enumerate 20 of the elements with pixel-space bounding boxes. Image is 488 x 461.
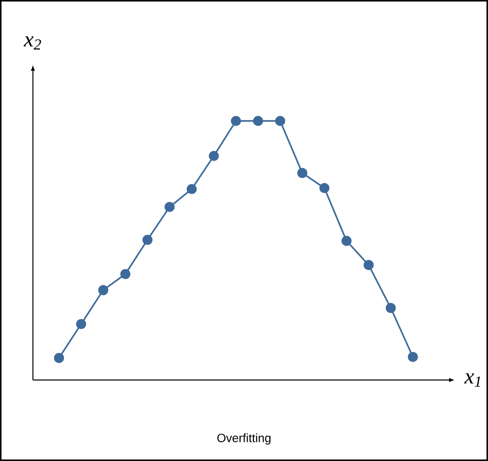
text: Overfitting <box>217 433 270 445</box>
point <box>275 116 286 126</box>
point <box>186 184 197 194</box>
point <box>76 318 86 330</box>
point <box>98 285 108 296</box>
point <box>319 182 330 194</box>
point <box>252 116 264 126</box>
point <box>408 352 418 362</box>
y-axis-title: x$_{2}$ <box>24 36 42 50</box>
point <box>208 150 219 162</box>
point <box>364 260 374 270</box>
point <box>341 236 352 246</box>
point <box>54 352 64 364</box>
point <box>386 302 396 314</box>
point <box>142 234 153 245</box>
x-axis-title: x$_{1}$ <box>464 373 480 387</box>
point <box>164 202 175 212</box>
point <box>297 168 308 178</box>
point <box>120 268 130 280</box>
point <box>230 116 242 126</box>
